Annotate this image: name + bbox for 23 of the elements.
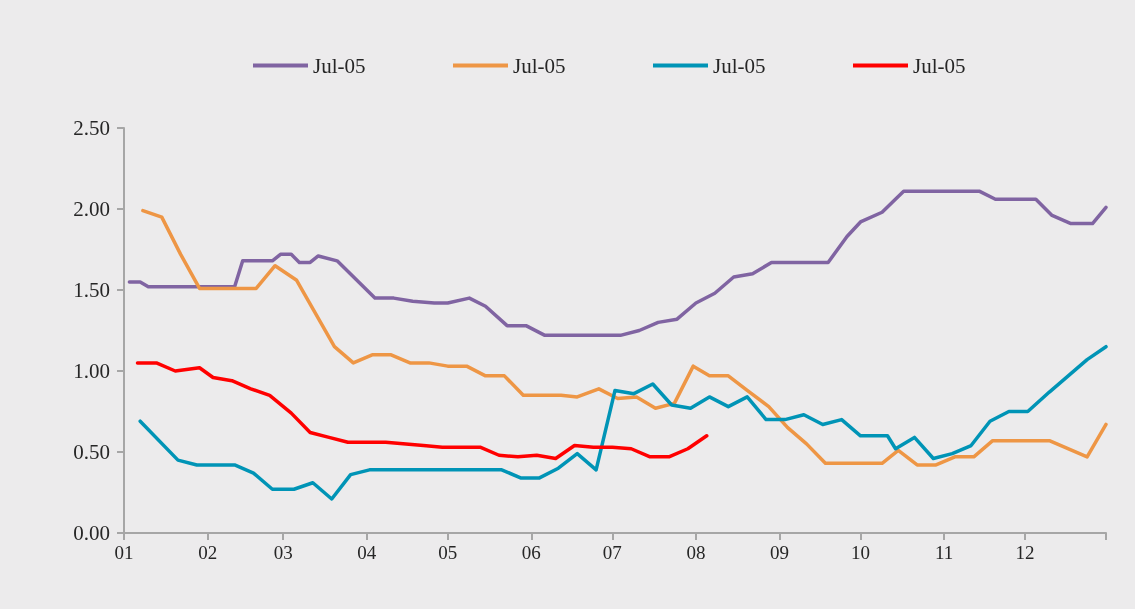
x-tick-label: 07 (602, 542, 622, 563)
legend-label: Jul-05 (313, 53, 366, 78)
x-tick-label: 03 (273, 542, 293, 563)
x-tick-label: 01 (114, 542, 134, 563)
legend-label: Jul-05 (513, 53, 566, 78)
y-tick-label: 1.00 (73, 359, 110, 383)
x-tick-label: 10 (851, 542, 870, 563)
legend-label: Jul-05 (913, 53, 966, 78)
x-tick-label: 05 (438, 542, 458, 563)
line-series (135, 361, 709, 461)
y-tick-label: 0.00 (73, 521, 110, 545)
x-tick-label: 09 (770, 542, 790, 563)
y-tick-label: 2.00 (73, 197, 110, 221)
x-tick-label: 08 (686, 542, 706, 563)
x-tick-label: 02 (198, 542, 218, 563)
y-tick-label: 1.50 (73, 278, 110, 302)
x-tick-label: 12 (1015, 542, 1035, 563)
x-tick-label: 06 (521, 542, 541, 563)
y-tick-label: 0.50 (73, 440, 110, 464)
y-tick-label: 2.50 (73, 116, 110, 140)
x-tick-label: 04 (357, 542, 377, 563)
legend-label: Jul-05 (713, 53, 766, 78)
x-tick-label: 11 (934, 542, 954, 563)
